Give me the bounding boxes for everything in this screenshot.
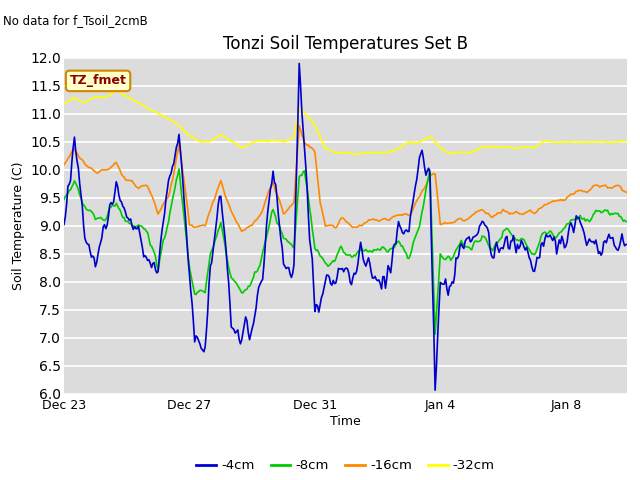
Y-axis label: Soil Temperature (C): Soil Temperature (C) bbox=[12, 161, 25, 290]
Title: Tonzi Soil Temperatures Set B: Tonzi Soil Temperatures Set B bbox=[223, 35, 468, 53]
X-axis label: Time: Time bbox=[330, 415, 361, 428]
Legend: -4cm, -8cm, -16cm, -32cm: -4cm, -8cm, -16cm, -32cm bbox=[191, 454, 500, 478]
Text: TZ_fmet: TZ_fmet bbox=[70, 74, 127, 87]
Text: No data for f_Tsoil_2cmB: No data for f_Tsoil_2cmB bbox=[3, 14, 148, 27]
